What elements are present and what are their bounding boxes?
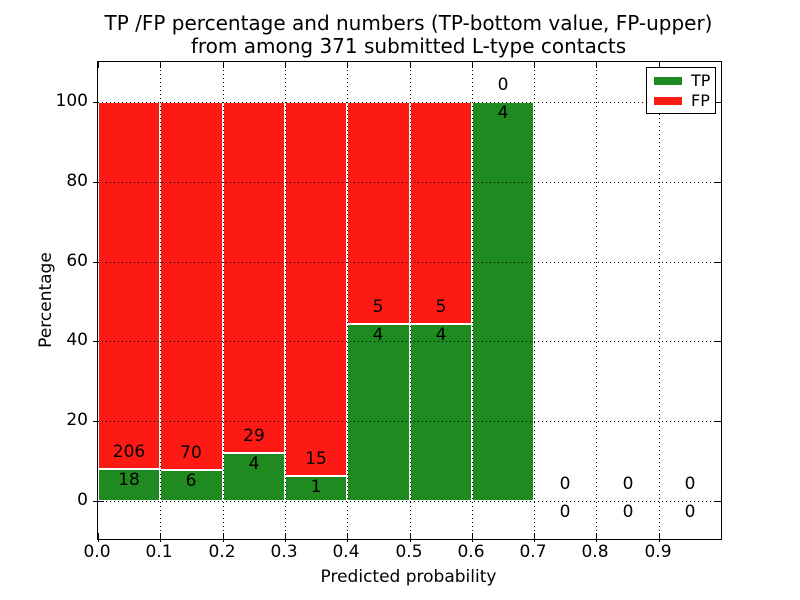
gridline-x-0.1 [160,62,161,539]
y-tick-label: 20 [66,410,88,430]
bar-fp-segment [347,102,410,324]
bar-tp-segment [472,102,534,501]
x-tick-label: 0.9 [644,542,672,562]
bar-tp-segment [160,470,223,501]
bar-fp-segment [223,102,285,453]
x-tick-bottom-out [98,539,99,542]
gridline-y-100 [98,102,721,103]
bar-tp-segment [223,453,285,501]
tp-count-label: 4 [497,103,509,123]
y-tick-label: 60 [66,251,88,271]
gridline-x-0.3 [285,62,286,539]
tp-count-label: 0 [684,502,696,522]
y-tick-left-out [93,341,98,342]
gridline-y-80 [98,182,721,183]
fp-count-label: 0 [497,75,509,95]
y-tick-label: 80 [66,171,88,191]
y-tick-left-out [93,421,98,422]
bars-layer [98,62,721,539]
gridline-x-0.2 [223,62,224,539]
gridline-x-0.4 [347,62,348,539]
x-tick-bottom-out [472,539,473,542]
bar-fp-segment [98,102,160,469]
fp-count-label: 0 [684,474,696,494]
x-tick-bottom-out [347,539,348,542]
x-tick-bottom-out [534,539,535,542]
y-axis-label: Percentage [36,252,56,348]
legend-entry-fp: FP [654,91,715,111]
bar-tp-segment [410,324,472,501]
tp-count-label: 1 [310,477,322,497]
x-tick-label: 0.3 [270,542,298,562]
tp-count-label: 0 [559,502,571,522]
plot-area: 206 18 70 6 29 4 15 1 5 4 5 4 0 4 0 0 0 0 0 0 TP FP [93,61,722,542]
x-tick-label: 0.6 [457,542,485,562]
y-tick-label: 100 [55,91,88,111]
gridline-y-20 [98,421,721,422]
tp-color-swatch [654,77,682,85]
tp-count-label: 4 [435,325,447,345]
x-tick-label: 0.1 [145,542,173,562]
fp-count-label: 15 [305,449,327,469]
y-tick-label: 0 [77,490,88,510]
fp-color-swatch [654,97,682,105]
gridline-x-0.7 [534,62,535,539]
fp-count-label: 0 [622,474,634,494]
x-tick-label: 0.5 [395,542,423,562]
chart-title-line-1: TP /FP percentage and numbers (TP-bottom… [104,11,713,35]
x-tick-bottom-out [285,539,286,542]
fp-count-label: 5 [372,297,384,317]
x-tick-label: 0.7 [519,542,547,562]
fp-count-label: 5 [435,297,447,317]
bar-fp-segment [160,102,223,470]
y-tick-left-out [93,501,98,502]
fp-count-label: 29 [243,426,265,446]
bar-fp-segment [410,102,472,324]
x-tick-bottom-out [596,539,597,542]
chart-title-line-2: from among 371 submitted L-type contacts [190,34,627,58]
x-tick-bottom-out [410,539,411,542]
x-tick-label: 0.8 [581,542,609,562]
gridline-y-40 [98,341,721,342]
legend-entry-tp: TP [654,71,715,91]
gridline-x-0.8 [596,62,597,539]
x-tick-label: 0.4 [332,542,360,562]
y-tick-left-out [93,102,98,103]
bar-fp-segment [285,102,347,476]
x-tick-bottom-out [160,539,161,542]
tp-count-label: 6 [185,471,197,491]
x-tick-label: 0.2 [208,542,236,562]
x-axis-label: Predicted probability [320,567,497,587]
x-tick-label: 0.0 [83,542,111,562]
gridline-x-0.6 [472,62,473,539]
fp-count-label: 0 [559,474,571,494]
x-tick-bottom [98,533,99,539]
y-tick-label: 40 [66,330,88,350]
y-tick-left-out [93,262,98,263]
gridlines-layer [98,62,721,539]
fp-count-label: 206 [112,442,146,462]
tp-count-label: 4 [372,325,384,345]
legend-label-fp: FP [691,91,710,110]
x-tick-top [98,62,99,68]
gridline-y-0 [98,501,721,502]
tp-count-label: 18 [118,470,140,490]
tp-count-label: 0 [622,502,634,522]
gridline-x-0.5 [410,62,411,539]
gridline-x-0.9 [659,62,660,539]
gridline-y-60 [98,262,721,263]
bar-tp-segment [347,324,410,501]
legend: TP FP [646,67,716,114]
bar-labels-layer: 206 18 70 6 29 4 15 1 5 4 5 4 0 4 0 0 0 0 0 0 [98,62,721,539]
tp-count-label: 4 [248,454,260,474]
fp-count-label: 70 [180,443,202,463]
bar-tp-segment [98,469,160,501]
x-tick-bottom-out [223,539,224,542]
x-tick-bottom-out [659,539,660,542]
y-tick-left-out [93,182,98,183]
legend-label-tp: TP [691,71,711,90]
chart-title: TP /FP percentage and numbers (TP-bottom… [97,12,720,58]
